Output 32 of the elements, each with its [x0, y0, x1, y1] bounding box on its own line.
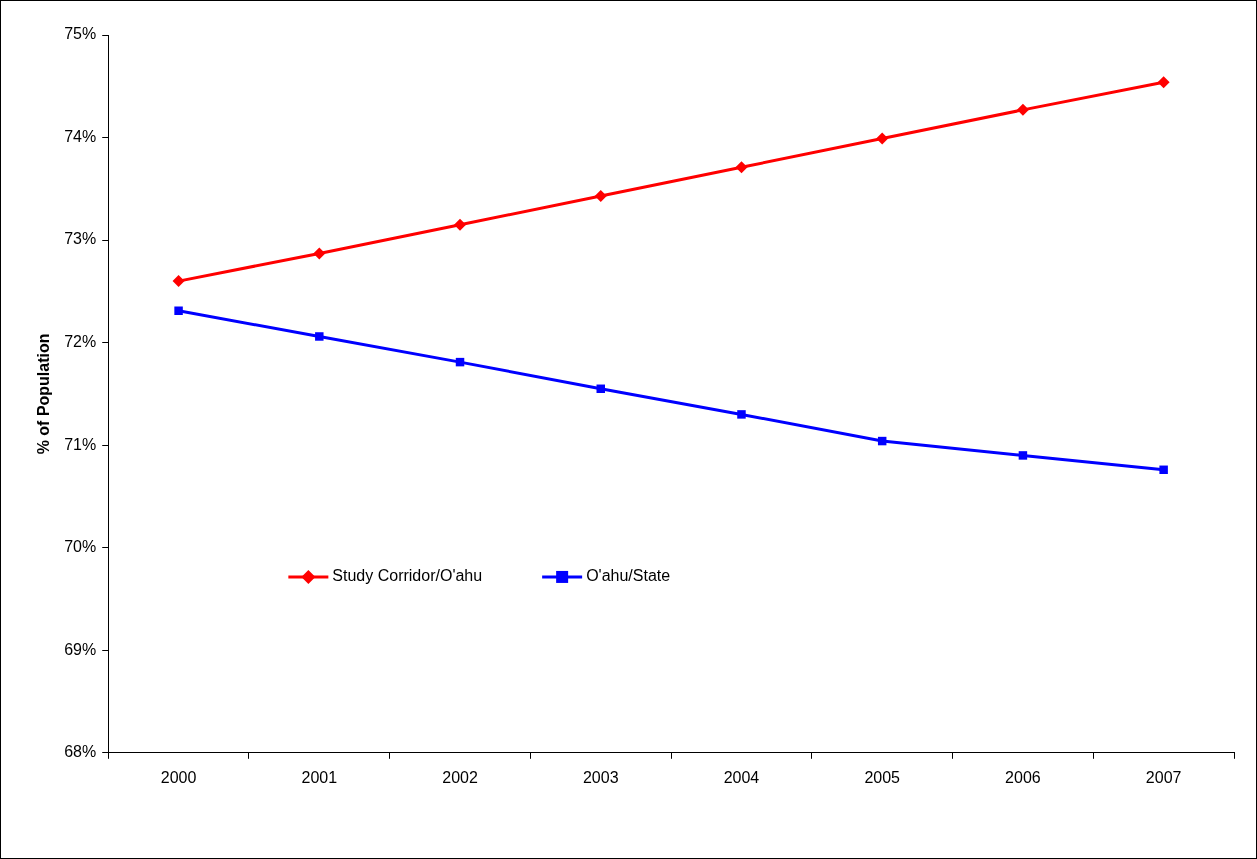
point [174, 306, 183, 316]
point [876, 132, 889, 145]
y-tick-label: 72% [64, 333, 97, 351]
point [454, 218, 467, 231]
x-tick-label: 2007 [1145, 768, 1182, 786]
y-tick-label: 70% [64, 538, 97, 556]
point [1157, 76, 1170, 89]
y-tick-label: 68% [64, 743, 97, 761]
x-tick-label: 2005 [864, 768, 901, 786]
x-tick-label: 2002 [442, 768, 478, 786]
y-axis-title: % of Population [35, 333, 53, 455]
point [313, 247, 326, 260]
x-tick-label: 2000 [160, 768, 197, 786]
x-tick-label: 2004 [723, 768, 760, 786]
x-tick-label: 2003 [582, 768, 619, 786]
point [1016, 103, 1029, 116]
y-tick-label: 69% [64, 640, 97, 658]
point [735, 161, 748, 174]
legend-label: O'ahu/State [586, 567, 671, 585]
point [172, 275, 185, 288]
y-tick-label: 71% [64, 435, 97, 453]
point [594, 189, 607, 202]
x-tick-label: 2006 [1005, 768, 1041, 786]
point [315, 332, 324, 341]
y-tick-label: 73% [64, 230, 97, 248]
x-tick-label: 2001 [301, 768, 338, 786]
point [737, 410, 746, 419]
y-tick-label: 74% [64, 127, 97, 145]
point [1159, 465, 1168, 475]
legend-label: Study Corridor/O'ahu [332, 567, 483, 585]
point [1018, 451, 1028, 460]
y-tick-label: 75% [64, 25, 97, 43]
